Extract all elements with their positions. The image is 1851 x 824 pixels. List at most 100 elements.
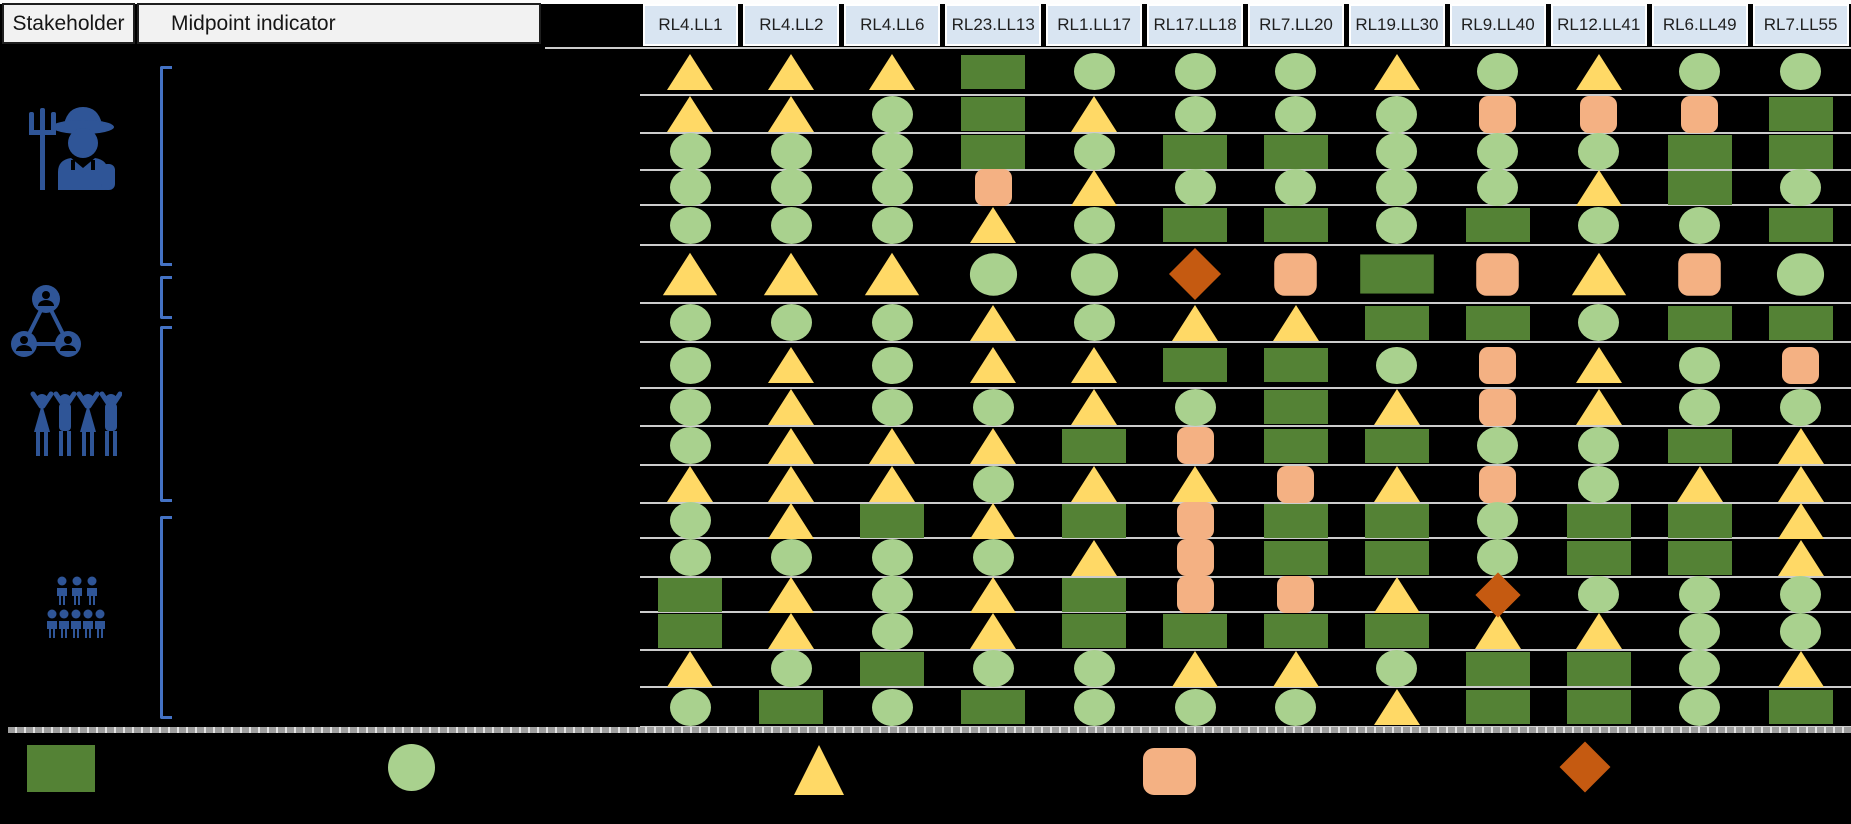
symbol-salmon-rounded-square	[1479, 95, 1517, 133]
grid-cell	[640, 169, 741, 206]
grid-cell	[1044, 133, 1145, 170]
symbol-light-green-circle	[1780, 388, 1822, 426]
symbol-salmon-rounded-square	[1678, 252, 1721, 296]
symbol-yellow-triangle	[667, 466, 714, 502]
symbol-yellow-triangle	[1172, 650, 1219, 687]
grid-cell	[741, 96, 842, 132]
symbol-light-green-circle	[770, 133, 812, 170]
symbol-dark-green-rectangle	[1566, 690, 1631, 724]
grid-cell	[1649, 688, 1750, 726]
symbol-light-green-circle	[1174, 95, 1216, 133]
grid-cell	[640, 650, 741, 687]
grid-cell	[1548, 539, 1649, 576]
column-header: RL19.LL30	[1348, 4, 1445, 46]
symbol-dark-green-rectangle	[759, 690, 824, 724]
grid-cell	[1548, 503, 1649, 538]
symbol-light-green-circle	[871, 539, 913, 576]
symbol-yellow-triangle	[768, 427, 815, 464]
symbol-yellow-triangle	[1575, 169, 1622, 206]
grid-cell	[943, 49, 1044, 94]
grid-cell	[842, 343, 943, 387]
grid-cell	[1750, 343, 1851, 387]
grid-cell	[1548, 389, 1649, 425]
symbol-dark-green-rectangle	[961, 690, 1026, 724]
grid-cell	[1548, 576, 1649, 613]
grid-cell	[1346, 466, 1447, 502]
grid-cell	[741, 343, 842, 387]
grid-cell	[1346, 650, 1447, 687]
symbol-dark-green-rectangle	[1360, 254, 1434, 294]
grid-row	[640, 49, 1851, 96]
symbol-dark-green-rectangle	[1263, 134, 1328, 169]
symbol-light-green-circle	[972, 465, 1014, 503]
grid-cell	[842, 576, 943, 613]
symbol-dark-green-rectangle	[1566, 540, 1631, 575]
symbol-dark-green-rectangle	[1263, 503, 1328, 538]
grid-cell	[741, 576, 842, 613]
grid-cell	[842, 539, 943, 576]
symbol-dark-green-rectangle	[1364, 503, 1429, 538]
symbol-yellow-triangle	[869, 466, 916, 502]
grid-cell	[1750, 96, 1851, 132]
symbol-light-green-circle	[1376, 169, 1418, 206]
grid-cell	[842, 688, 943, 726]
column-header: RL7.LL55	[1752, 4, 1849, 46]
symbol-dark-green-rectangle	[1566, 651, 1631, 686]
midpoint-indicator-header-label: Midpoint indicator	[171, 11, 336, 35]
bracket-crowd-rows	[160, 516, 172, 719]
symbol-yellow-triangle	[970, 304, 1017, 341]
grid-cell	[1649, 49, 1750, 94]
symbol-light-green-circle	[972, 650, 1014, 687]
symbol-light-green-circle	[1275, 53, 1317, 90]
grid-cell	[1246, 427, 1347, 464]
symbol-yellow-triangle	[1272, 650, 1319, 687]
bracket-farmer-rows	[160, 66, 172, 266]
grid-cell	[1044, 539, 1145, 576]
bracket-network-rows	[160, 276, 172, 319]
symbol-salmon-rounded-square	[1580, 95, 1618, 133]
grid-cell	[741, 466, 842, 502]
header-underline	[545, 47, 1851, 49]
symbol-salmon-rounded-square	[1277, 576, 1315, 613]
symbol-yellow-triangle	[1071, 169, 1118, 206]
grid-cell	[1145, 688, 1246, 726]
grid-cell	[1649, 134, 1750, 169]
symbol-light-green-circle	[1777, 252, 1825, 296]
symbol-salmon-rounded-square	[1143, 748, 1196, 795]
symbol-yellow-triangle	[970, 207, 1017, 243]
grid-row	[640, 169, 1851, 206]
grid-row	[640, 427, 1851, 466]
symbol-dark-green-rectangle	[1768, 690, 1833, 724]
symbol-dark-green-rectangle	[1465, 305, 1530, 340]
symbol-salmon-rounded-square	[1782, 346, 1820, 384]
symbol-light-green-circle	[1174, 688, 1216, 726]
symbol-dark-green-rectangle	[860, 503, 925, 538]
grid-cell	[1044, 466, 1145, 502]
grid-cell	[943, 539, 1044, 576]
grid-cell	[1044, 577, 1145, 612]
symbol-salmon-rounded-square	[1176, 427, 1214, 464]
symbol-dark-green-rectangle	[1465, 690, 1530, 724]
grid-cell	[1145, 466, 1246, 502]
symbol-light-green-circle	[1275, 169, 1317, 206]
grid-row	[640, 95, 1851, 134]
symbol-salmon-rounded-square	[1176, 576, 1214, 613]
symbol-dark-orange-diamond	[1559, 741, 1611, 793]
grid-cell	[1346, 389, 1447, 425]
community-icon	[30, 390, 122, 460]
symbol-yellow-triangle	[1777, 427, 1824, 464]
symbol-light-green-circle	[972, 539, 1014, 576]
grid-cell	[1447, 169, 1548, 206]
grid-cell	[1649, 427, 1750, 464]
grid-cell	[640, 246, 741, 302]
column-header: RL17.LL18	[1147, 4, 1244, 46]
symbol-light-green-circle	[1578, 465, 1620, 503]
grid-cell	[1145, 650, 1246, 687]
symbol-light-green-circle	[1073, 206, 1115, 244]
grid-cell	[1145, 388, 1246, 426]
symbol-yellow-triangle	[869, 427, 916, 464]
grid-cell	[1447, 651, 1548, 686]
grid-cell	[1044, 96, 1145, 132]
symbol-yellow-triangle	[768, 53, 815, 90]
grid-cell	[1246, 246, 1347, 302]
